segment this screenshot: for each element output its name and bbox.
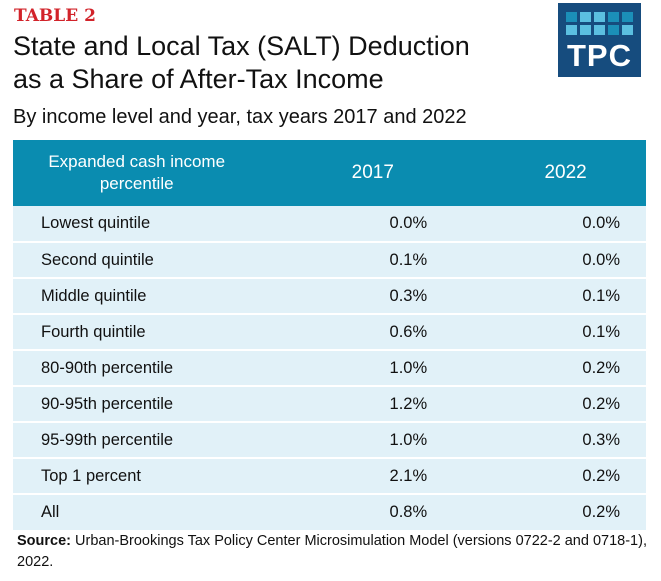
column-header-percentile: Expanded cash income percentile bbox=[13, 140, 260, 206]
value-2017: 1.2% bbox=[389, 394, 428, 413]
tpc-logo: TPC bbox=[558, 3, 641, 77]
table-row: Fourth quintile 0.6% 0.1% bbox=[13, 314, 646, 350]
table-header-row: Expanded cash income percentile 2017 202… bbox=[13, 140, 646, 206]
value-2017: 2.1% bbox=[389, 466, 428, 485]
value-2022: 0.1% bbox=[582, 322, 620, 341]
table-row: Middle quintile 0.3% 0.1% bbox=[13, 278, 646, 314]
logo-square bbox=[566, 25, 577, 35]
table-body: Lowest quintile 0.0% 0.0% Second quintile 0.… bbox=[13, 206, 646, 530]
logo-square bbox=[622, 12, 633, 22]
source-text: Urban-Brookings Tax Policy Center Micros… bbox=[17, 533, 647, 570]
column-header-percentile-text: Expanded cash income percentile bbox=[48, 152, 226, 193]
logo-square bbox=[566, 12, 577, 22]
value-2017: 0.1% bbox=[389, 250, 428, 269]
logo-square bbox=[608, 12, 619, 22]
table-label: TABLE 2 bbox=[14, 6, 96, 26]
table-row: Lowest quintile 0.0% 0.0% bbox=[13, 206, 646, 242]
title-line-1: State and Local Tax (SALT) Deduction bbox=[13, 31, 470, 61]
row-label: Middle quintile bbox=[41, 286, 147, 305]
value-2022: 0.0% bbox=[582, 250, 620, 269]
table-row: All 0.8% 0.2% bbox=[13, 494, 646, 530]
value-2017: 0.6% bbox=[389, 322, 428, 341]
row-label: Fourth quintile bbox=[41, 322, 146, 341]
table-row: 95-99th percentile 1.0% 0.3% bbox=[13, 422, 646, 458]
page-title: State and Local Tax (SALT) Deduction as … bbox=[13, 30, 553, 96]
logo-square bbox=[580, 12, 591, 22]
row-label: Second quintile bbox=[41, 250, 154, 269]
row-label: 95-99th percentile bbox=[41, 430, 174, 449]
value-2017: 1.0% bbox=[389, 358, 428, 377]
value-2022: 0.3% bbox=[582, 430, 620, 449]
logo-square bbox=[594, 25, 605, 35]
logo-text: TPC bbox=[567, 38, 632, 73]
value-2022: 0.0% bbox=[582, 214, 620, 232]
value-2022: 0.2% bbox=[582, 466, 620, 485]
value-2022: 0.2% bbox=[582, 394, 620, 413]
logo-grid-icon bbox=[566, 12, 633, 35]
value-2017: 0.8% bbox=[389, 503, 428, 521]
title-line-2: as a Share of After-Tax Income bbox=[13, 64, 384, 94]
table-row: 90-95th percentile 1.2% 0.2% bbox=[13, 386, 646, 422]
logo-square bbox=[608, 25, 619, 35]
logo-square bbox=[580, 25, 591, 35]
table-row: Top 1 percent 2.1% 0.2% bbox=[13, 458, 646, 494]
row-label: Lowest quintile bbox=[41, 214, 151, 232]
row-label: All bbox=[41, 503, 60, 521]
logo-square bbox=[594, 12, 605, 22]
row-label: 90-95th percentile bbox=[41, 394, 174, 413]
data-table: Expanded cash income percentile 2017 202… bbox=[13, 140, 646, 530]
subtitle: By income level and year, tax years 2017… bbox=[13, 106, 467, 128]
source-note: Source: Urban-Brookings Tax Policy Cente… bbox=[17, 531, 657, 573]
column-header-2022: 2022 bbox=[544, 162, 587, 183]
value-2017: 0.3% bbox=[389, 286, 428, 305]
table-row: Second quintile 0.1% 0.0% bbox=[13, 242, 646, 278]
source-label: Source: bbox=[17, 533, 71, 549]
table-row: 80-90th percentile 1.0% 0.2% bbox=[13, 350, 646, 386]
value-2017: 0.0% bbox=[389, 214, 428, 232]
value-2022: 0.1% bbox=[582, 286, 620, 305]
row-label: 80-90th percentile bbox=[41, 358, 174, 377]
logo-square bbox=[622, 25, 633, 35]
value-2022: 0.2% bbox=[582, 503, 620, 521]
column-header-2017: 2017 bbox=[351, 162, 394, 183]
row-label: Top 1 percent bbox=[41, 466, 141, 485]
value-2017: 1.0% bbox=[389, 430, 428, 449]
value-2022: 0.2% bbox=[582, 358, 620, 377]
